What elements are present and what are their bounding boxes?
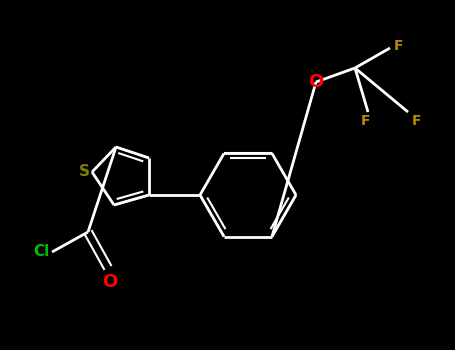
Text: F: F xyxy=(360,114,370,128)
Text: F: F xyxy=(412,114,421,128)
Text: O: O xyxy=(308,73,324,91)
Text: Cl: Cl xyxy=(34,245,50,259)
Text: F: F xyxy=(394,39,404,53)
Text: O: O xyxy=(102,273,118,291)
Text: S: S xyxy=(79,164,90,180)
